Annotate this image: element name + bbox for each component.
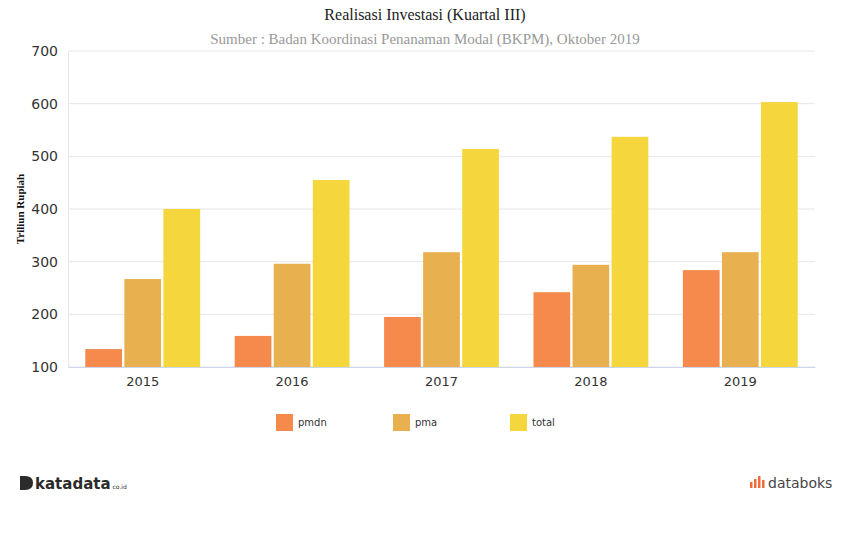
y-tick-label: 600 xyxy=(31,96,58,112)
legend-item: pma xyxy=(393,414,437,431)
grid-line xyxy=(68,51,815,52)
legend-swatch xyxy=(276,414,293,431)
subtitle: Sumber : Badan Koordinasi Penanaman Moda… xyxy=(210,31,640,48)
y-tick-label: 400 xyxy=(31,201,58,217)
legend-label: pma xyxy=(415,417,437,428)
bar xyxy=(722,252,759,367)
brand-icon xyxy=(750,482,753,488)
x-tick: 2018 xyxy=(574,367,607,389)
legend: pmdn pma total xyxy=(276,414,555,431)
chart: Realisasi Investasi (Kuartal III) Sumber … xyxy=(0,0,850,534)
y-axis-title: Triliun Rupiah xyxy=(14,174,26,244)
y-axis: 100 200 300 400 500 600 700 xyxy=(31,43,68,375)
bar xyxy=(533,292,570,367)
y-tick: 300 xyxy=(31,254,68,270)
y-tick: 200 xyxy=(31,306,68,322)
x-tick: 2019 xyxy=(724,367,757,389)
x-tick-label: 2015 xyxy=(126,374,159,389)
grid-line xyxy=(68,103,815,104)
x-tick: 2016 xyxy=(276,367,309,389)
bar xyxy=(313,180,350,367)
grid xyxy=(68,51,815,367)
bar xyxy=(761,102,798,367)
brand-icon xyxy=(20,476,33,490)
y-tick: 700 xyxy=(31,43,68,59)
y-tick: 500 xyxy=(31,148,68,164)
legend-item: pmdn xyxy=(276,414,327,431)
y-tick-label: 200 xyxy=(31,306,58,322)
grid-line xyxy=(68,156,815,157)
bar xyxy=(423,252,460,367)
brand-icon xyxy=(754,479,757,488)
bars xyxy=(85,102,797,367)
bar xyxy=(573,265,610,367)
legend-label: pmdn xyxy=(298,417,327,428)
x-tick-label: 2017 xyxy=(425,374,458,389)
y-tick-label: 300 xyxy=(31,254,58,270)
legend-item: total xyxy=(510,414,555,431)
brand-text: katadataco.id xyxy=(35,475,127,493)
bar xyxy=(612,137,649,367)
bar xyxy=(274,264,311,367)
brand-icon xyxy=(762,480,765,488)
brand-text: databoks xyxy=(768,475,832,491)
y-tick-label: 100 xyxy=(31,359,58,375)
brand-icon xyxy=(758,476,761,488)
bar xyxy=(124,279,161,367)
x-axis-line xyxy=(69,367,816,368)
y-tick-label: 500 xyxy=(31,148,58,164)
bar xyxy=(235,336,272,367)
x-tick: 2017 xyxy=(425,367,458,389)
y-tick-label: 700 xyxy=(31,43,58,59)
y-axis-line xyxy=(68,52,69,368)
x-tick-label: 2016 xyxy=(276,374,309,389)
y-tick: 600 xyxy=(31,96,68,112)
bar xyxy=(163,209,200,367)
bar xyxy=(85,349,122,367)
brand-right: databoks xyxy=(750,475,832,491)
y-tick: 400 xyxy=(31,201,68,217)
x-axis: 2015 2016 2017 2018 2019 xyxy=(69,367,816,389)
legend-label: total xyxy=(532,417,555,428)
legend-swatch xyxy=(393,414,410,431)
x-tick-label: 2019 xyxy=(724,374,757,389)
x-tick: 2015 xyxy=(126,367,159,389)
y-tick: 100 xyxy=(31,359,68,375)
title: Realisasi Investasi (Kuartal III) xyxy=(324,6,525,24)
x-tick-label: 2018 xyxy=(574,374,607,389)
bar xyxy=(462,149,499,367)
legend-swatch xyxy=(510,414,527,431)
bar xyxy=(384,317,421,367)
brand-left: katadataco.id xyxy=(20,475,127,493)
bar xyxy=(683,270,720,367)
